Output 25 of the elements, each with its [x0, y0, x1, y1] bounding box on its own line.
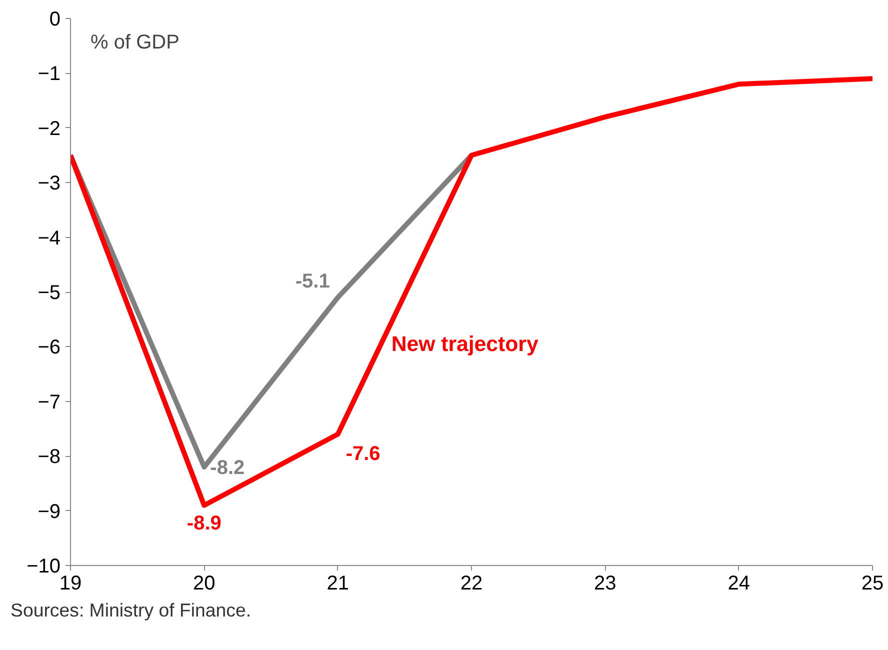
x-tick-label: 19: [59, 572, 82, 594]
source-note: Sources: Ministry of Finance.: [10, 600, 252, 620]
y-tick-label: −8: [38, 446, 61, 468]
x-tick-label: 23: [594, 572, 616, 594]
x-tick-label: 24: [728, 572, 750, 594]
data-label: -5.1: [295, 270, 330, 292]
y-tick-label: −10: [26, 556, 61, 578]
y-tick-label: −9: [38, 500, 61, 523]
x-tick-label: 21: [326, 572, 349, 594]
series-label: New trajectory: [391, 332, 538, 356]
x-tick-label: 22: [460, 572, 483, 594]
y-tick-label: −3: [38, 172, 61, 195]
y-tick-label: 0: [49, 8, 60, 30]
y-tick-label: −6: [38, 336, 61, 359]
y-tick-label: −2: [38, 118, 61, 140]
data-label: -8.2: [210, 457, 245, 480]
x-tick-label: 25: [861, 572, 884, 594]
y-tick-label: −7: [38, 391, 61, 414]
data-label: -8.9: [186, 512, 222, 534]
y-tick-label: −1: [38, 63, 61, 86]
y-tick-label: −5: [38, 282, 61, 304]
y-tick-label: −4: [38, 227, 61, 250]
y-axis-title: % of GDP: [90, 32, 180, 54]
data-label: -7.6: [346, 443, 380, 466]
x-tick-label: 20: [193, 572, 216, 594]
